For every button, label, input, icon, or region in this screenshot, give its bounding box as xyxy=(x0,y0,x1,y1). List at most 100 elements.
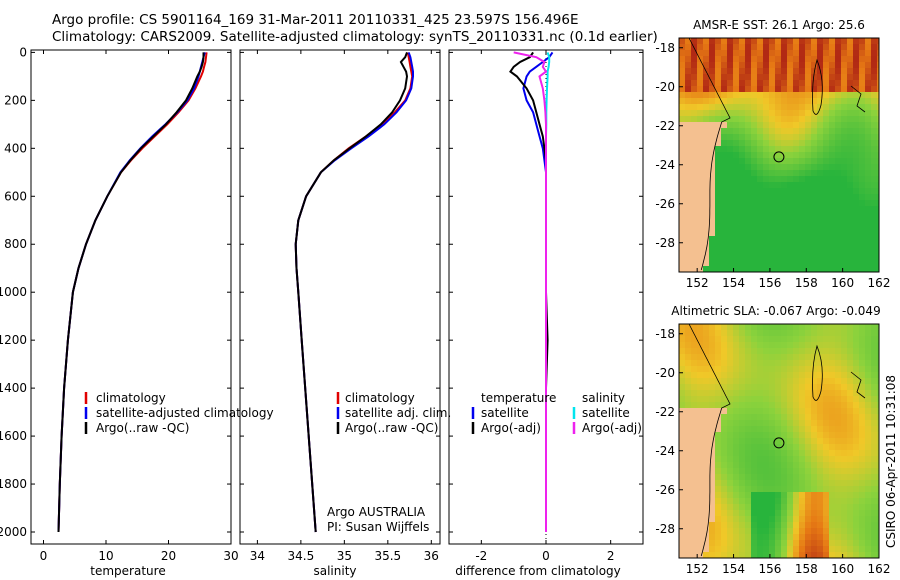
map-cell xyxy=(703,474,710,481)
map-cell xyxy=(715,218,722,225)
map-cell xyxy=(751,444,758,451)
map-cell xyxy=(793,152,800,159)
map-cell xyxy=(727,330,734,337)
map-cell xyxy=(799,510,806,517)
map-cell xyxy=(859,224,866,231)
map-cell xyxy=(811,92,818,99)
map-cell xyxy=(733,444,740,451)
map-cell xyxy=(691,534,698,541)
map-cell xyxy=(757,152,764,159)
map-cell xyxy=(775,92,782,99)
map-cell xyxy=(727,408,734,415)
map-cell xyxy=(685,480,692,487)
map-cell xyxy=(787,116,794,123)
map-cell xyxy=(799,480,806,487)
map-cell xyxy=(811,212,818,219)
map-cell xyxy=(709,242,716,249)
map-cell xyxy=(859,194,866,201)
map-cell xyxy=(703,62,710,69)
map-cell xyxy=(763,384,770,391)
map-cell xyxy=(703,498,710,505)
map-cell xyxy=(685,158,692,165)
map-cell xyxy=(685,224,692,231)
map-xtick-label: 156 xyxy=(758,276,781,290)
map-cell xyxy=(841,408,848,415)
map-cell xyxy=(751,200,758,207)
map-cell xyxy=(685,170,692,177)
map-cell xyxy=(805,444,812,451)
map-cell xyxy=(835,354,842,361)
map-cell xyxy=(787,56,794,63)
map-cell xyxy=(817,260,824,267)
map-cell xyxy=(739,86,746,93)
map-cell xyxy=(691,468,698,475)
map-cell xyxy=(877,420,879,427)
map-cell xyxy=(679,50,686,57)
map-cell xyxy=(805,510,812,517)
map-cell xyxy=(841,546,848,553)
map-cell xyxy=(787,426,794,433)
map-cell xyxy=(811,50,818,57)
map-cell xyxy=(877,182,879,189)
map-cell xyxy=(823,248,830,255)
map-cell xyxy=(775,516,782,523)
map-cell xyxy=(805,62,812,69)
map-cell xyxy=(781,504,788,511)
map-cell xyxy=(847,164,854,171)
map-cell xyxy=(805,158,812,165)
map-cell xyxy=(685,330,692,337)
map-cell xyxy=(691,462,698,469)
map-cell xyxy=(721,546,728,553)
map-cell xyxy=(763,408,770,415)
map-cell xyxy=(763,182,770,189)
map-cell xyxy=(697,80,704,87)
map-cell xyxy=(853,354,860,361)
map-cell xyxy=(745,218,752,225)
map-cell xyxy=(727,164,734,171)
map-cell xyxy=(829,38,836,45)
map-cell xyxy=(775,146,782,153)
map-cell xyxy=(733,510,740,517)
map-cell xyxy=(841,378,848,385)
map-cell xyxy=(727,92,734,99)
map-cell xyxy=(763,38,770,45)
map-cell xyxy=(859,38,866,45)
map-cell xyxy=(715,390,722,397)
map-cell xyxy=(751,522,758,529)
map-cell xyxy=(739,450,746,457)
map-cell xyxy=(817,164,824,171)
map-cell xyxy=(811,420,818,427)
map-cell xyxy=(763,372,770,379)
map-cell xyxy=(763,176,770,183)
map-cell xyxy=(727,414,734,421)
map-cell xyxy=(709,104,716,111)
map-cell xyxy=(751,104,758,111)
map-cell xyxy=(727,396,734,403)
map-cell xyxy=(871,336,878,343)
map-cell xyxy=(787,194,794,201)
map-cell xyxy=(721,408,728,415)
map-cell xyxy=(715,342,722,349)
map-cell xyxy=(865,242,872,249)
map-cell xyxy=(877,260,879,267)
map-cell xyxy=(775,62,782,69)
map-cell xyxy=(691,224,698,231)
map-cell xyxy=(715,152,722,159)
map-cell xyxy=(739,266,746,272)
map-cell xyxy=(727,480,734,487)
map-cell xyxy=(805,552,812,558)
map-cell xyxy=(805,474,812,481)
map-cell xyxy=(793,170,800,177)
map-cell xyxy=(715,44,722,51)
map-cell xyxy=(781,218,788,225)
map-cell xyxy=(805,212,812,219)
map-cell xyxy=(811,200,818,207)
map-cell xyxy=(721,212,728,219)
map-cell xyxy=(793,540,800,547)
map-cell xyxy=(739,188,746,195)
map-cell xyxy=(787,432,794,439)
map-cell xyxy=(769,492,776,499)
map-cell xyxy=(817,56,824,63)
map-cell xyxy=(739,366,746,373)
map-cell xyxy=(835,140,842,147)
